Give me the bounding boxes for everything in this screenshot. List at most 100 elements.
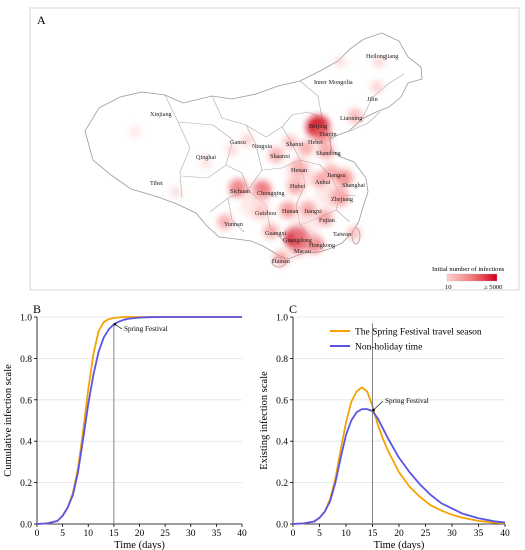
x-tick-label: 0 bbox=[35, 529, 40, 539]
region-label: Shaanxi bbox=[270, 153, 290, 160]
legend-label: Non-holiday time bbox=[355, 343, 422, 353]
x-tick-label: 20 bbox=[394, 529, 404, 539]
heat-blob bbox=[200, 157, 212, 169]
heat-blob bbox=[170, 186, 182, 198]
region-label: Jilin bbox=[367, 96, 378, 103]
heat-blob bbox=[129, 126, 141, 138]
heat-glow bbox=[241, 191, 269, 219]
series-line bbox=[292, 408, 506, 525]
region-label: Hunan bbox=[282, 208, 299, 215]
panel-b: B 0 5 10 15 20 25 30 35 40 0.0 0.2 0.4 0.6 0.8 1.0 Time… bbox=[3, 302, 247, 550]
region-label: Liaoning bbox=[340, 115, 362, 122]
annotation-arrow bbox=[114, 323, 123, 330]
region-label: Shanghai bbox=[342, 182, 365, 189]
heat-blob bbox=[225, 143, 239, 157]
y-tick-label: 0.4 bbox=[20, 438, 32, 448]
region-label: Tianjin bbox=[319, 131, 337, 138]
region-label: Jiangxi bbox=[304, 208, 322, 215]
heat-blob bbox=[370, 80, 384, 94]
region-label: Hainan bbox=[272, 258, 290, 265]
region-label: Guizhou bbox=[255, 210, 276, 217]
heat-blob bbox=[240, 133, 254, 147]
series-line bbox=[292, 386, 506, 525]
region-label: Hebei bbox=[308, 139, 323, 146]
y-tick-label: 0.0 bbox=[20, 521, 32, 531]
region-label: Chongqing bbox=[257, 190, 285, 197]
x-tick-label: 40 bbox=[237, 529, 247, 539]
heat-blob bbox=[268, 147, 284, 163]
x-tick-label: 15 bbox=[109, 529, 119, 539]
heat-blob bbox=[316, 209, 334, 227]
heat-glow bbox=[316, 181, 344, 209]
y-axis-label: Cumulative infection scale bbox=[3, 364, 14, 477]
x-tick-label: 10 bbox=[341, 529, 351, 539]
heat-blob bbox=[314, 126, 332, 144]
region-label: Henan bbox=[291, 167, 307, 174]
heat-glow bbox=[286, 161, 314, 189]
heat-blob bbox=[217, 214, 233, 230]
y-tick-label: 1.0 bbox=[276, 314, 288, 324]
series-line bbox=[36, 316, 242, 525]
y-tick-label: 0.6 bbox=[276, 396, 288, 406]
legend-label: The Spring Festival travel season bbox=[355, 328, 482, 338]
heat-blob bbox=[334, 56, 346, 68]
region-label: Taiwan bbox=[333, 231, 351, 238]
x-tick-label: 0 bbox=[291, 529, 296, 539]
heat-blob bbox=[323, 164, 339, 180]
region-label: Hongkong bbox=[309, 242, 335, 249]
heat-blob bbox=[335, 169, 353, 187]
y-tick-label: 0.0 bbox=[276, 521, 288, 531]
legend-max-label: ≥ 5000 bbox=[484, 284, 503, 291]
x-tick-label: 20 bbox=[135, 529, 145, 539]
x-axis-label: Time (days) bbox=[374, 540, 425, 550]
x-tick-label: 30 bbox=[186, 529, 196, 539]
y-tick-label: 0.8 bbox=[276, 355, 288, 365]
map-legend: Initial number of infections 10 ≥ 5000 bbox=[432, 266, 505, 291]
heat-blob bbox=[346, 225, 362, 241]
series-line bbox=[36, 316, 242, 525]
heat-blob bbox=[317, 142, 335, 160]
x-tick-label: 35 bbox=[474, 529, 484, 539]
region-label: Macao bbox=[294, 248, 311, 255]
panel-c-letter: C bbox=[289, 302, 297, 316]
heat-blob bbox=[279, 201, 297, 219]
y-tick-label: 0.6 bbox=[20, 396, 32, 406]
panel-b-letter: B bbox=[33, 302, 41, 316]
y-tick-label: 0.2 bbox=[276, 479, 288, 489]
heat-blob bbox=[372, 55, 386, 69]
heat-blob bbox=[263, 223, 279, 239]
region-label: Guangxi bbox=[265, 230, 287, 237]
region-label: Tibet bbox=[150, 180, 163, 187]
legend-min-label: 10 bbox=[445, 284, 452, 291]
x-tick-label: 5 bbox=[60, 529, 65, 539]
x-tick-label: 25 bbox=[160, 529, 170, 539]
annotation-arrow bbox=[373, 400, 384, 411]
region-label: Sichuan bbox=[230, 188, 250, 195]
region-label: Shanxi bbox=[286, 141, 303, 148]
region-label: Yunnan bbox=[224, 221, 243, 228]
region-label: Shandong bbox=[316, 150, 341, 157]
x-tick-label: 35 bbox=[212, 529, 222, 539]
x-tick-label: 30 bbox=[447, 529, 457, 539]
panel-c: C 0 5 10 15 20 25 30 35 40 0.0 0.2 0.4 0.6 0.8 1.0 Time… bbox=[259, 302, 510, 550]
annotation-arrow-head bbox=[113, 322, 117, 326]
y-tick-label: 1.0 bbox=[20, 314, 32, 324]
y-axis-label: Existing infection scale bbox=[259, 371, 270, 470]
heat-glow bbox=[291, 216, 319, 244]
spring-festival-annotation: Spring Festival bbox=[124, 325, 168, 333]
panel-a-letter: A bbox=[37, 13, 46, 27]
cumulative-chart: 0 5 10 15 20 25 30 35 40 0.0 0.2 0.4 0.6 0.8 1.0 Time (… bbox=[3, 314, 247, 550]
heat-blob bbox=[298, 140, 314, 156]
annotation-arrow-head bbox=[372, 408, 375, 412]
existing-chart: 0 5 10 15 20 25 30 35 40 0.0 0.2 0.4 0.6 0.8 1.0 Time (… bbox=[259, 314, 510, 550]
x-tick-label: 25 bbox=[421, 529, 431, 539]
x-tick-label: 10 bbox=[84, 529, 94, 539]
x-tick-label: 15 bbox=[368, 529, 378, 539]
x-tick-label: 40 bbox=[500, 529, 510, 539]
region-label: Gansu bbox=[230, 139, 246, 146]
region-label: Ningxia bbox=[252, 143, 272, 150]
region-label: Xinjiang bbox=[150, 111, 172, 118]
region-label: Hubei bbox=[290, 183, 305, 190]
heat-blob bbox=[282, 134, 298, 150]
heat-layer bbox=[129, 55, 386, 266]
